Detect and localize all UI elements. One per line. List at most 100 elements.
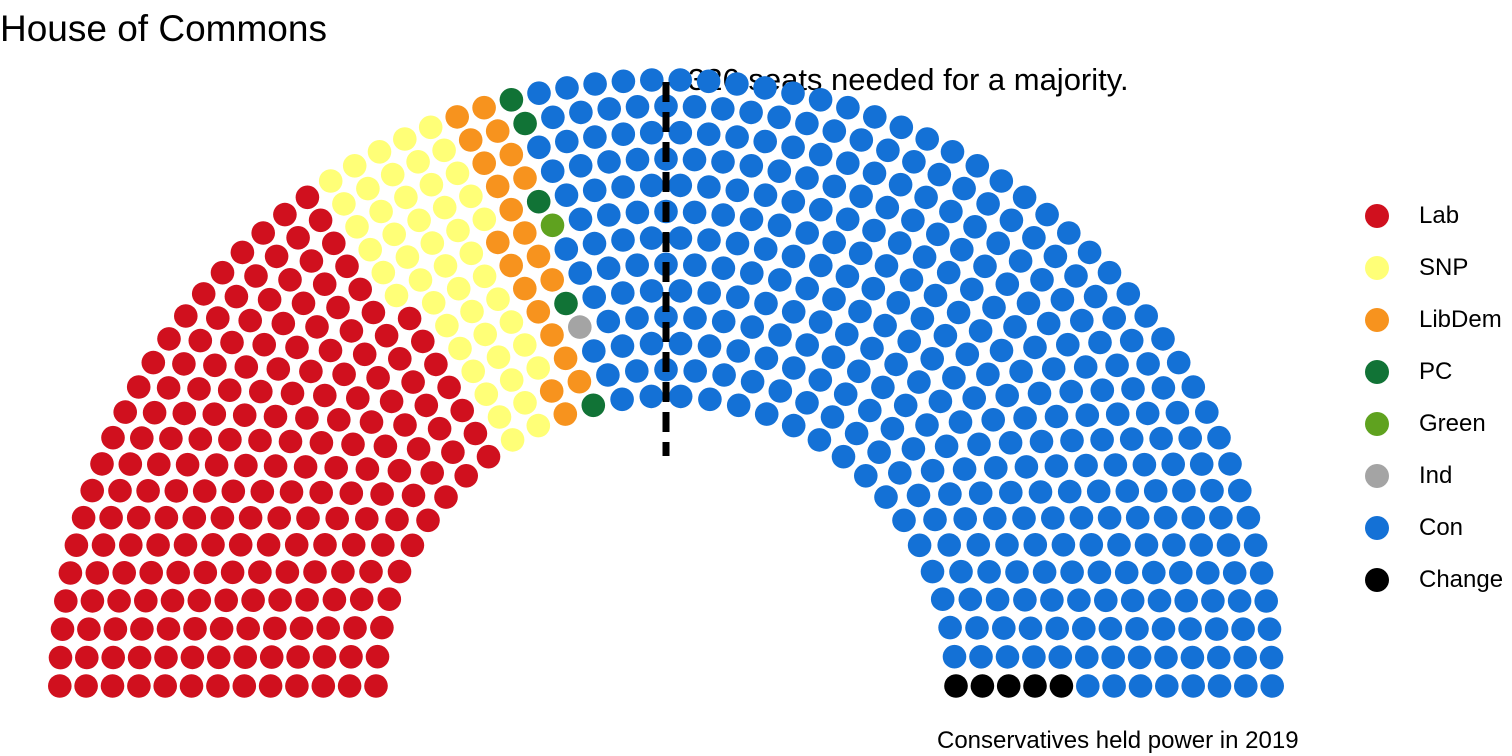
seat-lab — [103, 617, 128, 641]
seat-lab — [220, 330, 244, 355]
seat-con — [1234, 674, 1258, 698]
seat-lab — [366, 366, 390, 390]
seat-con — [862, 161, 887, 186]
seat-con — [958, 587, 983, 612]
seat-con — [1074, 453, 1098, 478]
seat-snp — [420, 231, 445, 255]
seat-lab — [393, 413, 417, 437]
seat-con — [998, 431, 1023, 455]
seat-con — [1003, 315, 1027, 339]
seat-con — [1079, 533, 1104, 557]
seat-change — [1023, 674, 1047, 698]
seat-lab — [266, 357, 291, 381]
seat-lab — [234, 355, 259, 379]
seat-libdem — [513, 166, 537, 190]
seat-con — [768, 379, 793, 403]
seat-lab — [154, 505, 179, 530]
seat-con — [1018, 616, 1043, 641]
seat-con — [847, 359, 871, 384]
seat-con — [835, 264, 860, 289]
seat-con — [754, 291, 778, 316]
seat-con — [1114, 560, 1139, 585]
seat-con — [625, 306, 649, 330]
seat-lab — [191, 282, 216, 306]
seat-con — [1161, 452, 1185, 477]
seat-con — [1209, 505, 1233, 530]
seat-con — [597, 97, 621, 121]
legend-label: SNP — [1419, 254, 1469, 281]
seat-con — [568, 261, 592, 285]
seat-con — [849, 128, 874, 152]
seat-lab — [101, 425, 125, 450]
legend-label: PC — [1419, 358, 1453, 385]
seat-con — [1044, 404, 1069, 429]
seat-con — [915, 413, 939, 437]
seat-con — [740, 315, 764, 339]
seat-lab — [454, 464, 479, 488]
seat-libdem — [553, 346, 578, 371]
seat-lab — [267, 506, 292, 530]
seat-con — [1097, 506, 1122, 530]
seat-libdem — [513, 276, 537, 301]
seat-con — [597, 150, 621, 174]
seat-con — [795, 221, 819, 245]
seat-con — [949, 559, 973, 584]
seat-con — [950, 237, 974, 262]
seat-lab — [156, 376, 181, 400]
seat-con — [1134, 304, 1158, 328]
seat-con — [833, 382, 858, 407]
seat-lab — [416, 508, 440, 533]
seat-con — [1257, 617, 1282, 641]
seat-con — [1057, 221, 1081, 245]
seat-lab — [241, 588, 265, 612]
seat-lab — [355, 507, 379, 531]
seat-con — [1032, 560, 1057, 584]
seat-con — [989, 169, 1014, 193]
seat-con — [821, 345, 846, 370]
seat-con — [1060, 428, 1084, 453]
seat-con — [899, 268, 924, 292]
seat-snp — [448, 336, 472, 361]
legend-swatch — [1365, 516, 1389, 540]
seat-con — [1045, 616, 1069, 641]
seat-con — [739, 207, 764, 232]
seat-con — [976, 362, 1000, 387]
seat-lab — [263, 616, 287, 641]
seat-con — [1016, 291, 1041, 316]
seat-con — [976, 192, 1000, 216]
seat-con — [1064, 264, 1088, 288]
seat-con — [625, 200, 650, 225]
seat-lab — [397, 306, 422, 331]
seat-lab — [210, 260, 235, 285]
seat-lab — [305, 315, 329, 339]
seat-con — [711, 150, 735, 174]
seat-lab — [146, 533, 170, 557]
seat-lab — [341, 432, 365, 457]
seat-con — [1101, 645, 1125, 670]
seat-con — [920, 559, 945, 584]
legend-swatch — [1365, 568, 1389, 592]
seat-con — [597, 203, 621, 227]
seat-lab — [202, 402, 227, 427]
seat-con — [668, 68, 692, 92]
seat-con — [654, 94, 678, 118]
seat-con — [555, 76, 579, 100]
seat-pc — [554, 291, 578, 316]
legend-label: Con — [1419, 514, 1464, 541]
seat-lab — [313, 533, 337, 557]
seat-con — [683, 306, 707, 330]
seat-lab — [251, 221, 275, 245]
seat-con — [995, 533, 1019, 557]
seat-lab — [100, 674, 125, 698]
seat-con — [1087, 560, 1112, 585]
seat-snp — [435, 313, 459, 338]
seat-con — [1169, 560, 1193, 585]
seat-lab — [48, 645, 73, 670]
seat-lab — [252, 332, 276, 357]
seat-con — [888, 172, 913, 197]
seat-con — [1012, 185, 1037, 210]
seat-lab — [355, 457, 380, 481]
seat-con — [897, 329, 921, 354]
seat-con — [639, 384, 664, 409]
seat-con — [583, 125, 607, 149]
